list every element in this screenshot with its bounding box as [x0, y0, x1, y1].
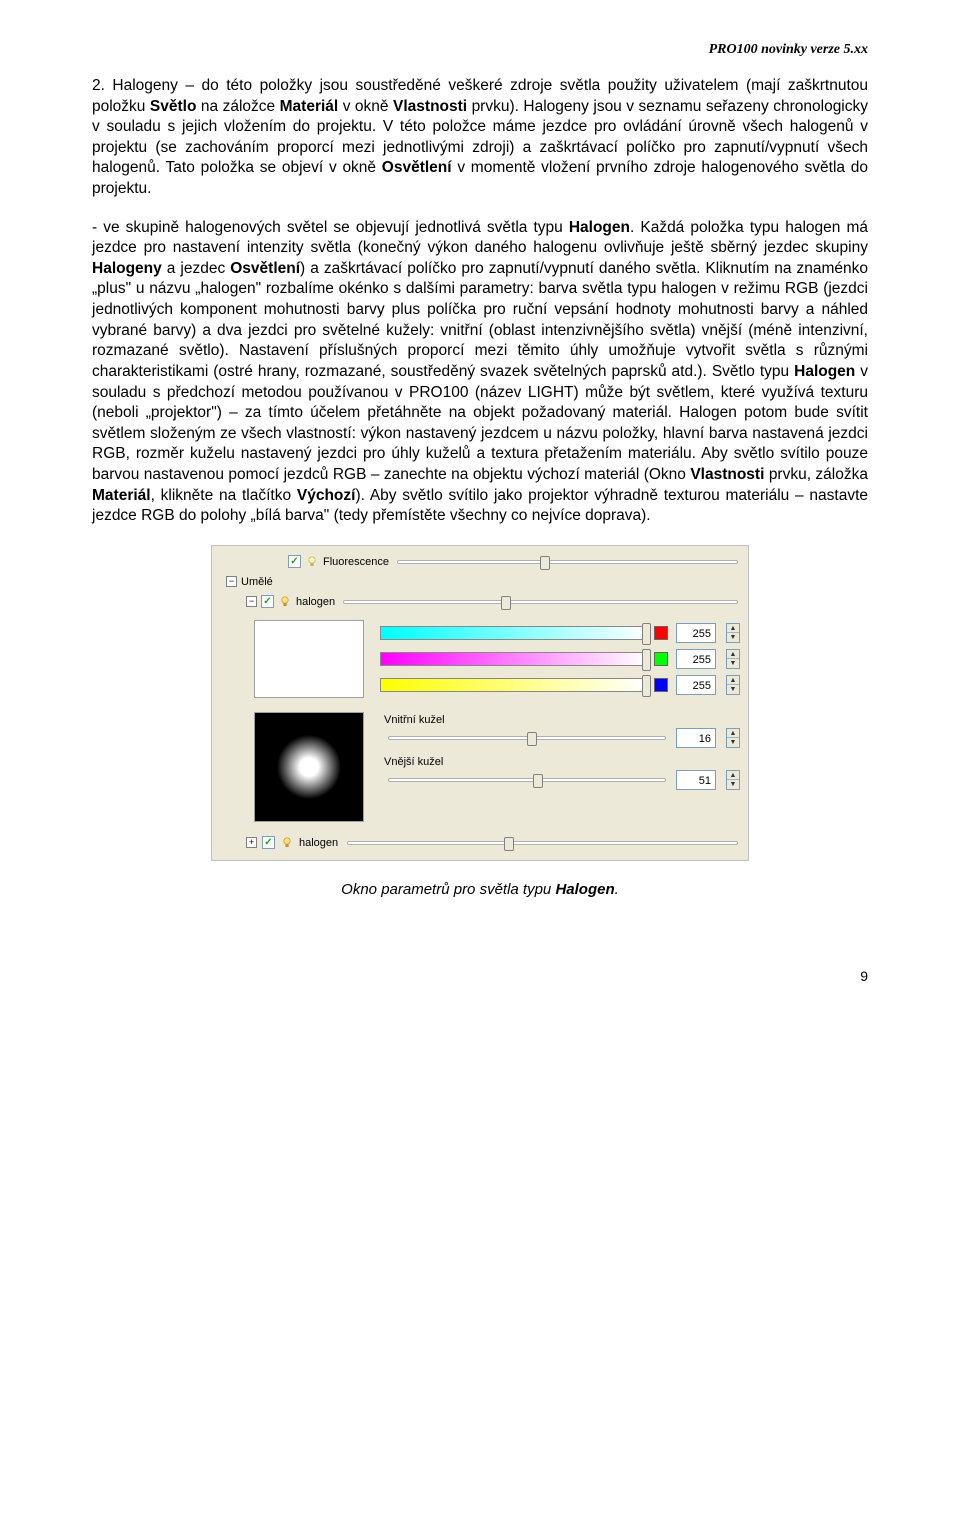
cone-preview [254, 712, 364, 822]
row-umele: − Umělé [226, 572, 742, 592]
bulb-icon [305, 555, 319, 569]
halogen-1-label: halogen [296, 596, 335, 608]
fluorescence-slider[interactable] [397, 560, 738, 564]
halogen-2-label: halogen [299, 837, 338, 849]
rgb-g-spinner[interactable]: ▲▼ [726, 649, 740, 669]
row-halogen-2: + ✓ halogen [218, 836, 742, 850]
rgb-b-swatch [654, 678, 668, 692]
row-halogen-1: − ✓ halogen [246, 592, 742, 612]
outer-cone-label: Vnější kužel [384, 756, 742, 768]
page-number: 9 [92, 968, 868, 984]
slider-thumb[interactable] [527, 732, 537, 746]
fluorescence-checkbox[interactable]: ✓ [288, 555, 301, 568]
tree-toggle-halogen-1[interactable]: − [246, 596, 257, 607]
row-fluorescence: ✓ Fluorescence [218, 552, 742, 572]
inner-cone-value[interactable]: 16 [676, 728, 716, 748]
slider-thumb[interactable] [501, 596, 511, 610]
lighting-panel: ✓ Fluorescence − Umělé − ✓ halogen [211, 545, 749, 861]
ui-panel-figure: ✓ Fluorescence − Umělé − ✓ halogen [92, 545, 868, 861]
outer-cone-value[interactable]: 51 [676, 770, 716, 790]
doc-header: PRO100 novinky verze 5.xx [92, 42, 868, 58]
umele-label: Umělé [241, 576, 273, 588]
rgb-r-swatch [654, 626, 668, 640]
rgb-preview [254, 620, 364, 698]
paragraph-1: 2. Halogeny – do této položky jsou soust… [92, 76, 868, 200]
slider-thumb[interactable] [642, 623, 651, 645]
rgb-g-value[interactable]: 255 [676, 649, 716, 669]
halogen-2-slider[interactable] [347, 841, 738, 845]
rgb-r-strip[interactable] [380, 626, 648, 640]
figure-caption: Okno parametrů pro světla typu Halogen. [92, 881, 868, 898]
cone-block: Vnitřní kužel 16 ▲▼ Vnější kužel 51 ▲▼ [218, 712, 742, 822]
tree-toggle-halogen-2[interactable]: + [246, 837, 257, 848]
inner-cone-row: Vnitřní kužel 16 ▲▼ [384, 714, 742, 748]
rgb-b-spinner[interactable]: ▲▼ [726, 675, 740, 695]
rgb-g-strip[interactable] [380, 652, 648, 666]
bulb-icon [280, 836, 294, 850]
inner-cone-label: Vnitřní kužel [384, 714, 742, 726]
rgb-block: 255 ▲▼ 255 ▲▼ 255 ▲▼ [218, 620, 742, 698]
outer-cone-row: Vnější kužel 51 ▲▼ [384, 756, 742, 790]
bulb-icon [278, 595, 292, 609]
slider-thumb[interactable] [504, 837, 514, 851]
tree-toggle-umele[interactable]: − [226, 576, 237, 587]
rgb-b-value[interactable]: 255 [676, 675, 716, 695]
fluorescence-label: Fluorescence [323, 556, 389, 568]
slider-thumb[interactable] [540, 556, 550, 570]
outer-cone-spinner[interactable]: ▲▼ [726, 770, 740, 790]
rgb-r-spinner[interactable]: ▲▼ [726, 623, 740, 643]
slider-thumb[interactable] [642, 675, 651, 697]
rgb-r-value[interactable]: 255 [676, 623, 716, 643]
slider-thumb[interactable] [642, 649, 651, 671]
rgb-g-swatch [654, 652, 668, 666]
outer-cone-slider[interactable] [388, 778, 666, 782]
inner-cone-slider[interactable] [388, 736, 666, 740]
slider-thumb[interactable] [533, 774, 543, 788]
halogen-2-checkbox[interactable]: ✓ [262, 836, 275, 849]
halogen-1-slider[interactable] [343, 600, 738, 604]
halogen-1-checkbox[interactable]: ✓ [261, 595, 274, 608]
rgb-b-strip[interactable] [380, 678, 648, 692]
inner-cone-spinner[interactable]: ▲▼ [726, 728, 740, 748]
paragraph-2: - ve skupině halogenových světel se obje… [92, 218, 868, 527]
